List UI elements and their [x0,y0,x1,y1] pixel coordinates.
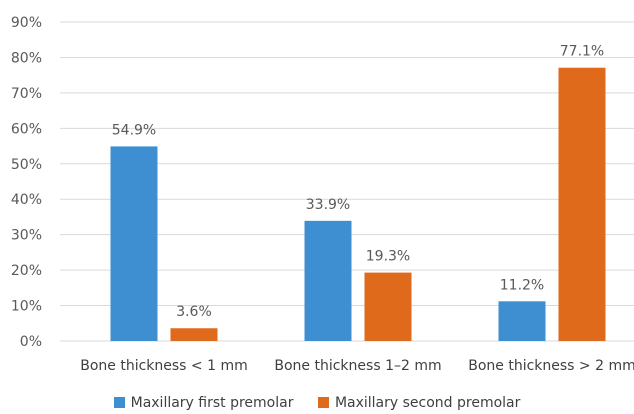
legend-item-first-premolar: Maxillary first premolar [113,395,294,411]
data-label: 77.1% [560,44,604,60]
legend-swatch-second-premolar [317,397,329,408]
legend: Maxillary first premolar Maxillary secon… [0,395,634,411]
data-label: 11.2% [500,277,544,293]
y-tick-label: 10% [11,299,42,315]
y-tick-label: 0% [20,334,42,350]
y-tick-label: 30% [11,228,42,244]
legend-item-second-premolar: Maxillary second premolar [317,395,521,411]
bar-second-premolar [364,272,412,341]
category-label: Bone thickness < 1 mm [80,358,248,374]
legend-label-second-premolar: Maxillary second premolar [334,395,521,411]
category-label: Bone thickness > 2 mm [468,358,634,374]
category-labels: Bone thickness < 1 mm Bone thickness 1–2 … [80,358,634,374]
data-label: 19.3% [366,249,410,265]
bar-first-premolar [498,301,546,341]
category-label: Bone thickness 1–2 mm [274,358,441,374]
y-tick-label: 50% [11,157,42,173]
data-label: 33.9% [306,197,350,213]
legend-label-first-premolar: Maxillary first premolar [130,395,294,411]
data-label: 3.6% [176,304,212,320]
data-label: 54.9% [112,122,156,138]
y-tick-label: 60% [11,121,42,137]
y-tick-label: 70% [11,86,42,102]
legend-swatch-first-premolar [113,397,125,408]
data-labels: 54.9% 3.6% 33.9% 19.3% 11.2% 77.1% [112,44,604,321]
bar-first-premolar [304,220,352,341]
y-axis-tick-labels: 0% 10% 20% 30% 40% 50% 60% 70% 80% 90% [11,15,42,350]
y-tick-label: 20% [11,263,42,279]
y-tick-label: 80% [11,50,42,66]
bars [110,67,606,342]
y-tick-label: 90% [11,15,42,31]
y-tick-label: 40% [11,192,42,208]
bar-second-premolar [558,67,606,342]
bar-first-premolar [110,146,158,341]
bar-second-premolar [170,328,218,341]
